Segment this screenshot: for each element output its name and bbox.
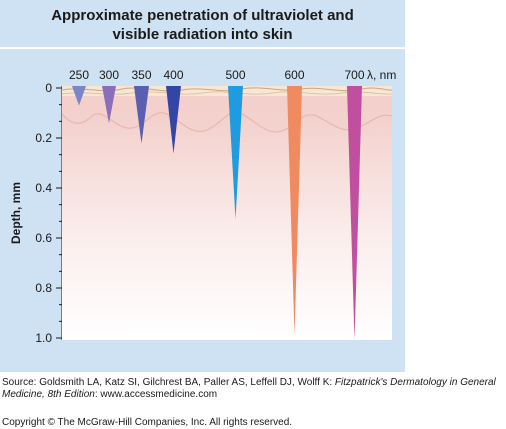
- y-tick-label: 0.8: [35, 281, 52, 295]
- beam-400nm: [166, 86, 181, 154]
- wavelength-label-400: 400: [163, 68, 183, 82]
- title-divider: [0, 47, 405, 49]
- y-tick-label: 0.2: [35, 131, 52, 145]
- beam-350nm: [134, 86, 149, 144]
- title-line-1: Approximate penetration of ultraviolet a…: [51, 7, 354, 24]
- beam-500nm: [228, 86, 243, 220]
- dermis-wave: [62, 112, 392, 133]
- y-tick-label: 0: [45, 81, 52, 95]
- wavelength-label-350: 350: [131, 68, 151, 82]
- penetration-diagram: [62, 86, 392, 340]
- beam-600nm: [287, 86, 302, 335]
- y-axis-label: Depth, mm: [9, 182, 23, 244]
- y-tick-label: 0.4: [35, 181, 52, 195]
- wavelength-label-600: 600: [284, 68, 304, 82]
- source-prefix: Source: Goldsmith LA, Katz SI, Gilchrest…: [2, 377, 335, 388]
- source-suffix: : www.accessmedicine.com: [94, 389, 218, 400]
- beam-300nm: [102, 86, 116, 124]
- title-line-2: visible radiation into skin: [112, 26, 293, 43]
- y-axis-ticks: 0 0.2 0.4 0.6 0.8 1.0: [35, 81, 62, 345]
- skin-cross-section: [62, 86, 392, 340]
- y-tick-label: 0.6: [35, 231, 52, 245]
- wavelength-label-700: 700: [344, 68, 364, 82]
- radiation-beams: [72, 86, 362, 340]
- wavelength-label-300: 300: [99, 68, 119, 82]
- wavelength-label-500: 500: [225, 68, 245, 82]
- y-tick-label: 1.0: [35, 331, 52, 345]
- wavelength-unit-label: λ, nm: [367, 68, 396, 82]
- beam-250nm: [72, 86, 86, 106]
- source-title: Fitzpatrick's Dermatology in General Med…: [2, 377, 496, 400]
- source-citation: Source: Goldsmith LA, Katz SI, Gilchrest…: [2, 377, 502, 401]
- copyright-notice: Copyright © The McGraw-Hill Companies, I…: [2, 417, 293, 428]
- beam-700nm: [347, 86, 362, 340]
- wavelength-labels: 250 300 350 400 500 600 700: [69, 68, 365, 82]
- wavelength-label-250: 250: [69, 68, 89, 82]
- figure-title: Approximate penetration of ultraviolet a…: [0, 6, 405, 44]
